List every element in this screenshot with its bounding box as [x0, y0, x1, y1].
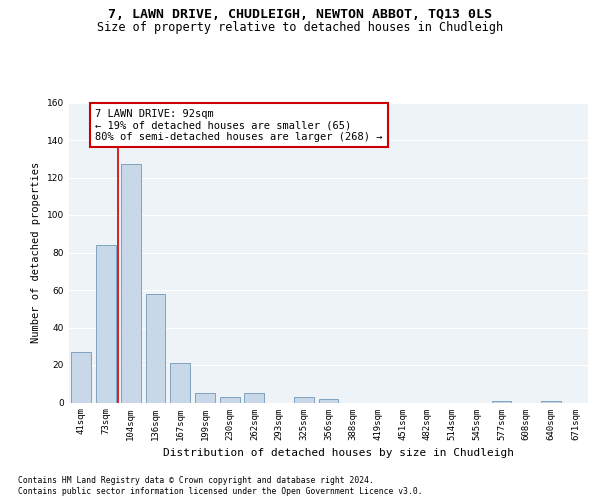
- Text: Size of property relative to detached houses in Chudleigh: Size of property relative to detached ho…: [97, 21, 503, 34]
- Text: Contains public sector information licensed under the Open Government Licence v3: Contains public sector information licen…: [18, 488, 422, 496]
- Bar: [491, 400, 511, 402]
- Text: 7, LAWN DRIVE, CHUDLEIGH, NEWTON ABBOT, TQ13 0LS: 7, LAWN DRIVE, CHUDLEIGH, NEWTON ABBOT, …: [108, 8, 492, 20]
- Bar: [220, 397, 239, 402]
- Text: Contains HM Land Registry data © Crown copyright and database right 2024.: Contains HM Land Registry data © Crown c…: [18, 476, 374, 485]
- Bar: [319, 399, 338, 402]
- Y-axis label: Number of detached properties: Number of detached properties: [31, 162, 41, 343]
- Bar: [294, 397, 314, 402]
- Bar: [170, 363, 190, 403]
- Bar: [71, 352, 91, 403]
- Text: Distribution of detached houses by size in Chudleigh: Distribution of detached houses by size …: [163, 448, 515, 458]
- Text: 7 LAWN DRIVE: 92sqm
← 19% of detached houses are smaller (65)
80% of semi-detach: 7 LAWN DRIVE: 92sqm ← 19% of detached ho…: [95, 108, 382, 142]
- Bar: [146, 294, 166, 403]
- Bar: [244, 393, 264, 402]
- Bar: [96, 245, 116, 402]
- Bar: [195, 393, 215, 402]
- Bar: [121, 164, 140, 402]
- Bar: [541, 400, 561, 402]
